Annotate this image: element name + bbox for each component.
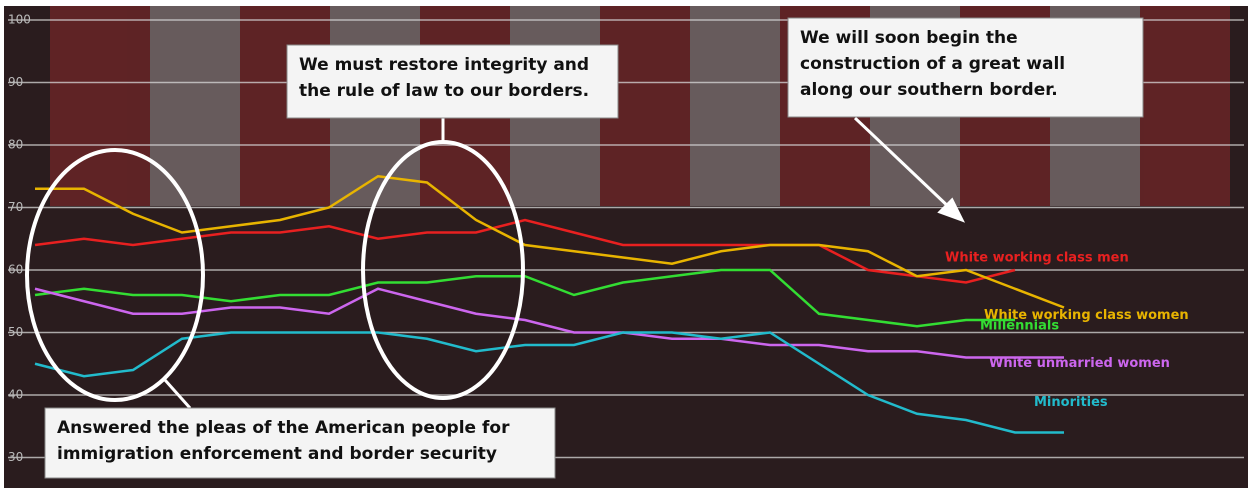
annotation-text: construction of a great wall bbox=[800, 54, 1065, 74]
y-tick-label: 40 bbox=[8, 388, 23, 402]
y-tick-label: 80 bbox=[8, 138, 23, 152]
annotation-text: the rule of law to our borders. bbox=[299, 81, 589, 101]
y-tick-label: 50 bbox=[8, 325, 23, 339]
annotation-text: Answered the pleas of the American peopl… bbox=[57, 418, 510, 438]
chart: 30 40 50 60 70 80 90 100 White working class me… bbox=[0, 0, 1252, 493]
series-label: White working class men bbox=[945, 251, 1129, 266]
annotation-text: We must restore integrity and bbox=[299, 55, 589, 75]
annotation-text: immigration enforcement and border secur… bbox=[57, 444, 497, 464]
y-tick-label: 60 bbox=[8, 263, 23, 277]
series-label: Minorities bbox=[1034, 395, 1108, 410]
y-tick-label: 90 bbox=[8, 75, 23, 89]
series-label: Millennials bbox=[980, 319, 1059, 334]
annotation-text: along our southern border. bbox=[800, 80, 1058, 100]
y-tick-label: 100 bbox=[8, 13, 31, 27]
annotation-text: We will soon begin the bbox=[800, 28, 1018, 48]
y-tick-label: 30 bbox=[8, 450, 23, 464]
series-label: White unmarried women bbox=[989, 356, 1170, 371]
y-tick-label: 70 bbox=[8, 200, 23, 214]
